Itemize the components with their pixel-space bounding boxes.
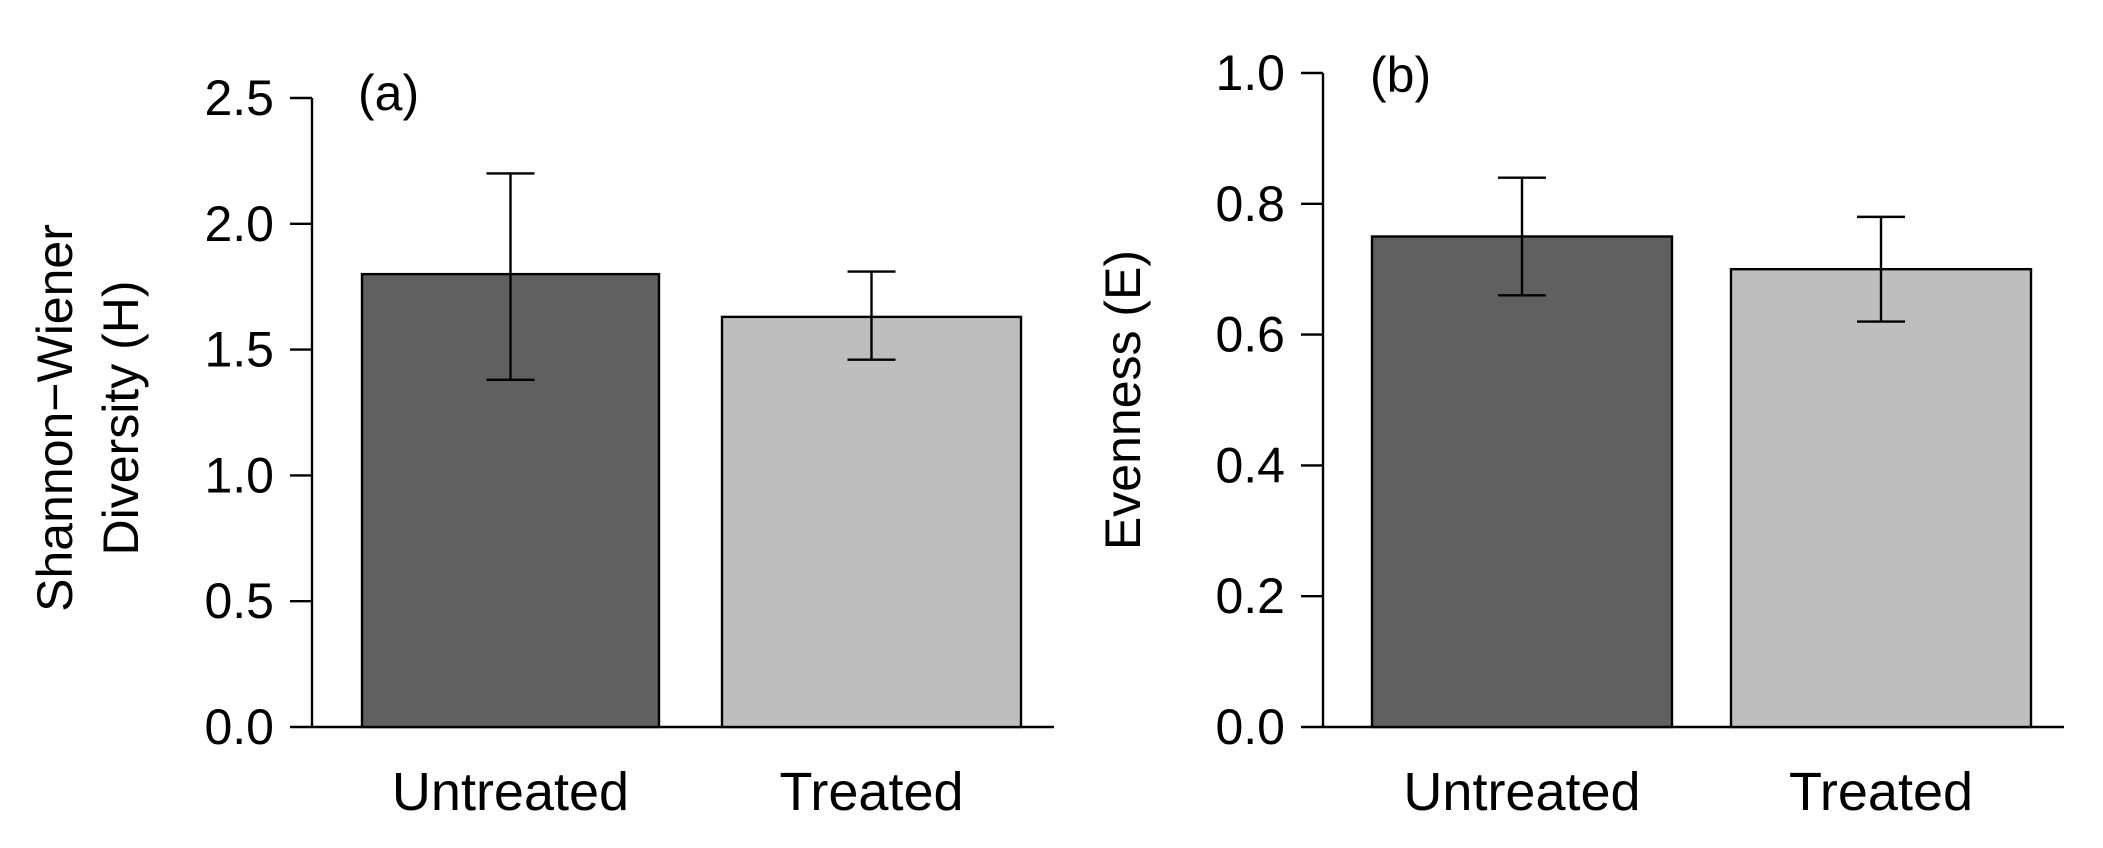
panel-b-label: (b)	[1370, 47, 1431, 103]
panel-a-category-label-untreated: Untreated	[392, 762, 629, 822]
panel-a: 0.00.51.01.52.02.5 Untreated Treated (a) …	[27, 65, 1054, 822]
panel-a-y-tick-label: 1.0	[204, 447, 274, 503]
panel-b-error-bars	[1498, 176, 1905, 323]
panel-b-category-label-untreated: Untreated	[1403, 762, 1640, 822]
panel-a-y-axis-title-line2: Diversity (H)	[93, 281, 149, 556]
panel-a-y-tick-label: 2.5	[204, 70, 274, 126]
panel-b-category-labels: Untreated Treated	[1403, 762, 1973, 822]
panel-b-y-tick-label: 0.8	[1215, 176, 1285, 232]
panel-a-y-tick-label: 0.5	[204, 573, 274, 629]
panel-a-bar-treated	[720, 315, 1023, 729]
panel-a-bars	[360, 272, 1023, 729]
panel-a-y-tick-label: 2.0	[204, 196, 274, 252]
panel-b-y-axis-title: Evenness (E)	[1095, 250, 1151, 550]
panel-a-y-tick-label: 1.5	[204, 322, 274, 378]
panel-b-y-tick-label: 0.4	[1215, 437, 1285, 493]
panel-a-y-tick-label: 0.0	[204, 699, 274, 755]
panel-a-label: (a)	[358, 65, 419, 121]
panel-a-category-labels: Untreated Treated	[392, 762, 964, 822]
panel-a-error-bars	[486, 172, 896, 381]
panel-b-bar-untreated	[1370, 235, 1674, 729]
panel-b-y-tick-label: 0.6	[1215, 307, 1285, 363]
panel-b: 0.00.20.40.60.81.0 Untreated Treated (b) …	[1095, 45, 2064, 822]
panel-a-category-label-treated: Treated	[779, 762, 963, 822]
panel-b-y-ticks: 0.0 0.2 0.4 0.6 0.8 1.0	[1215, 45, 1323, 755]
panel-b-category-label-treated: Treated	[1789, 762, 1973, 822]
panel-b-bars	[1370, 235, 2033, 729]
panel-b-y-tick-label: 1.0	[1215, 45, 1285, 101]
panel-a-y-ticks: 0.0 0.5 1.0 1.5 2.0 2.5	[204, 70, 312, 755]
panel-b-y-tick-label: 0.0	[1215, 699, 1285, 755]
panel-b-bar-treated	[1729, 268, 2033, 729]
panel-a-y-axis-title: Shannon−Wiener	[27, 224, 83, 612]
panel-b-y-tick-label: 0.2	[1215, 568, 1285, 624]
